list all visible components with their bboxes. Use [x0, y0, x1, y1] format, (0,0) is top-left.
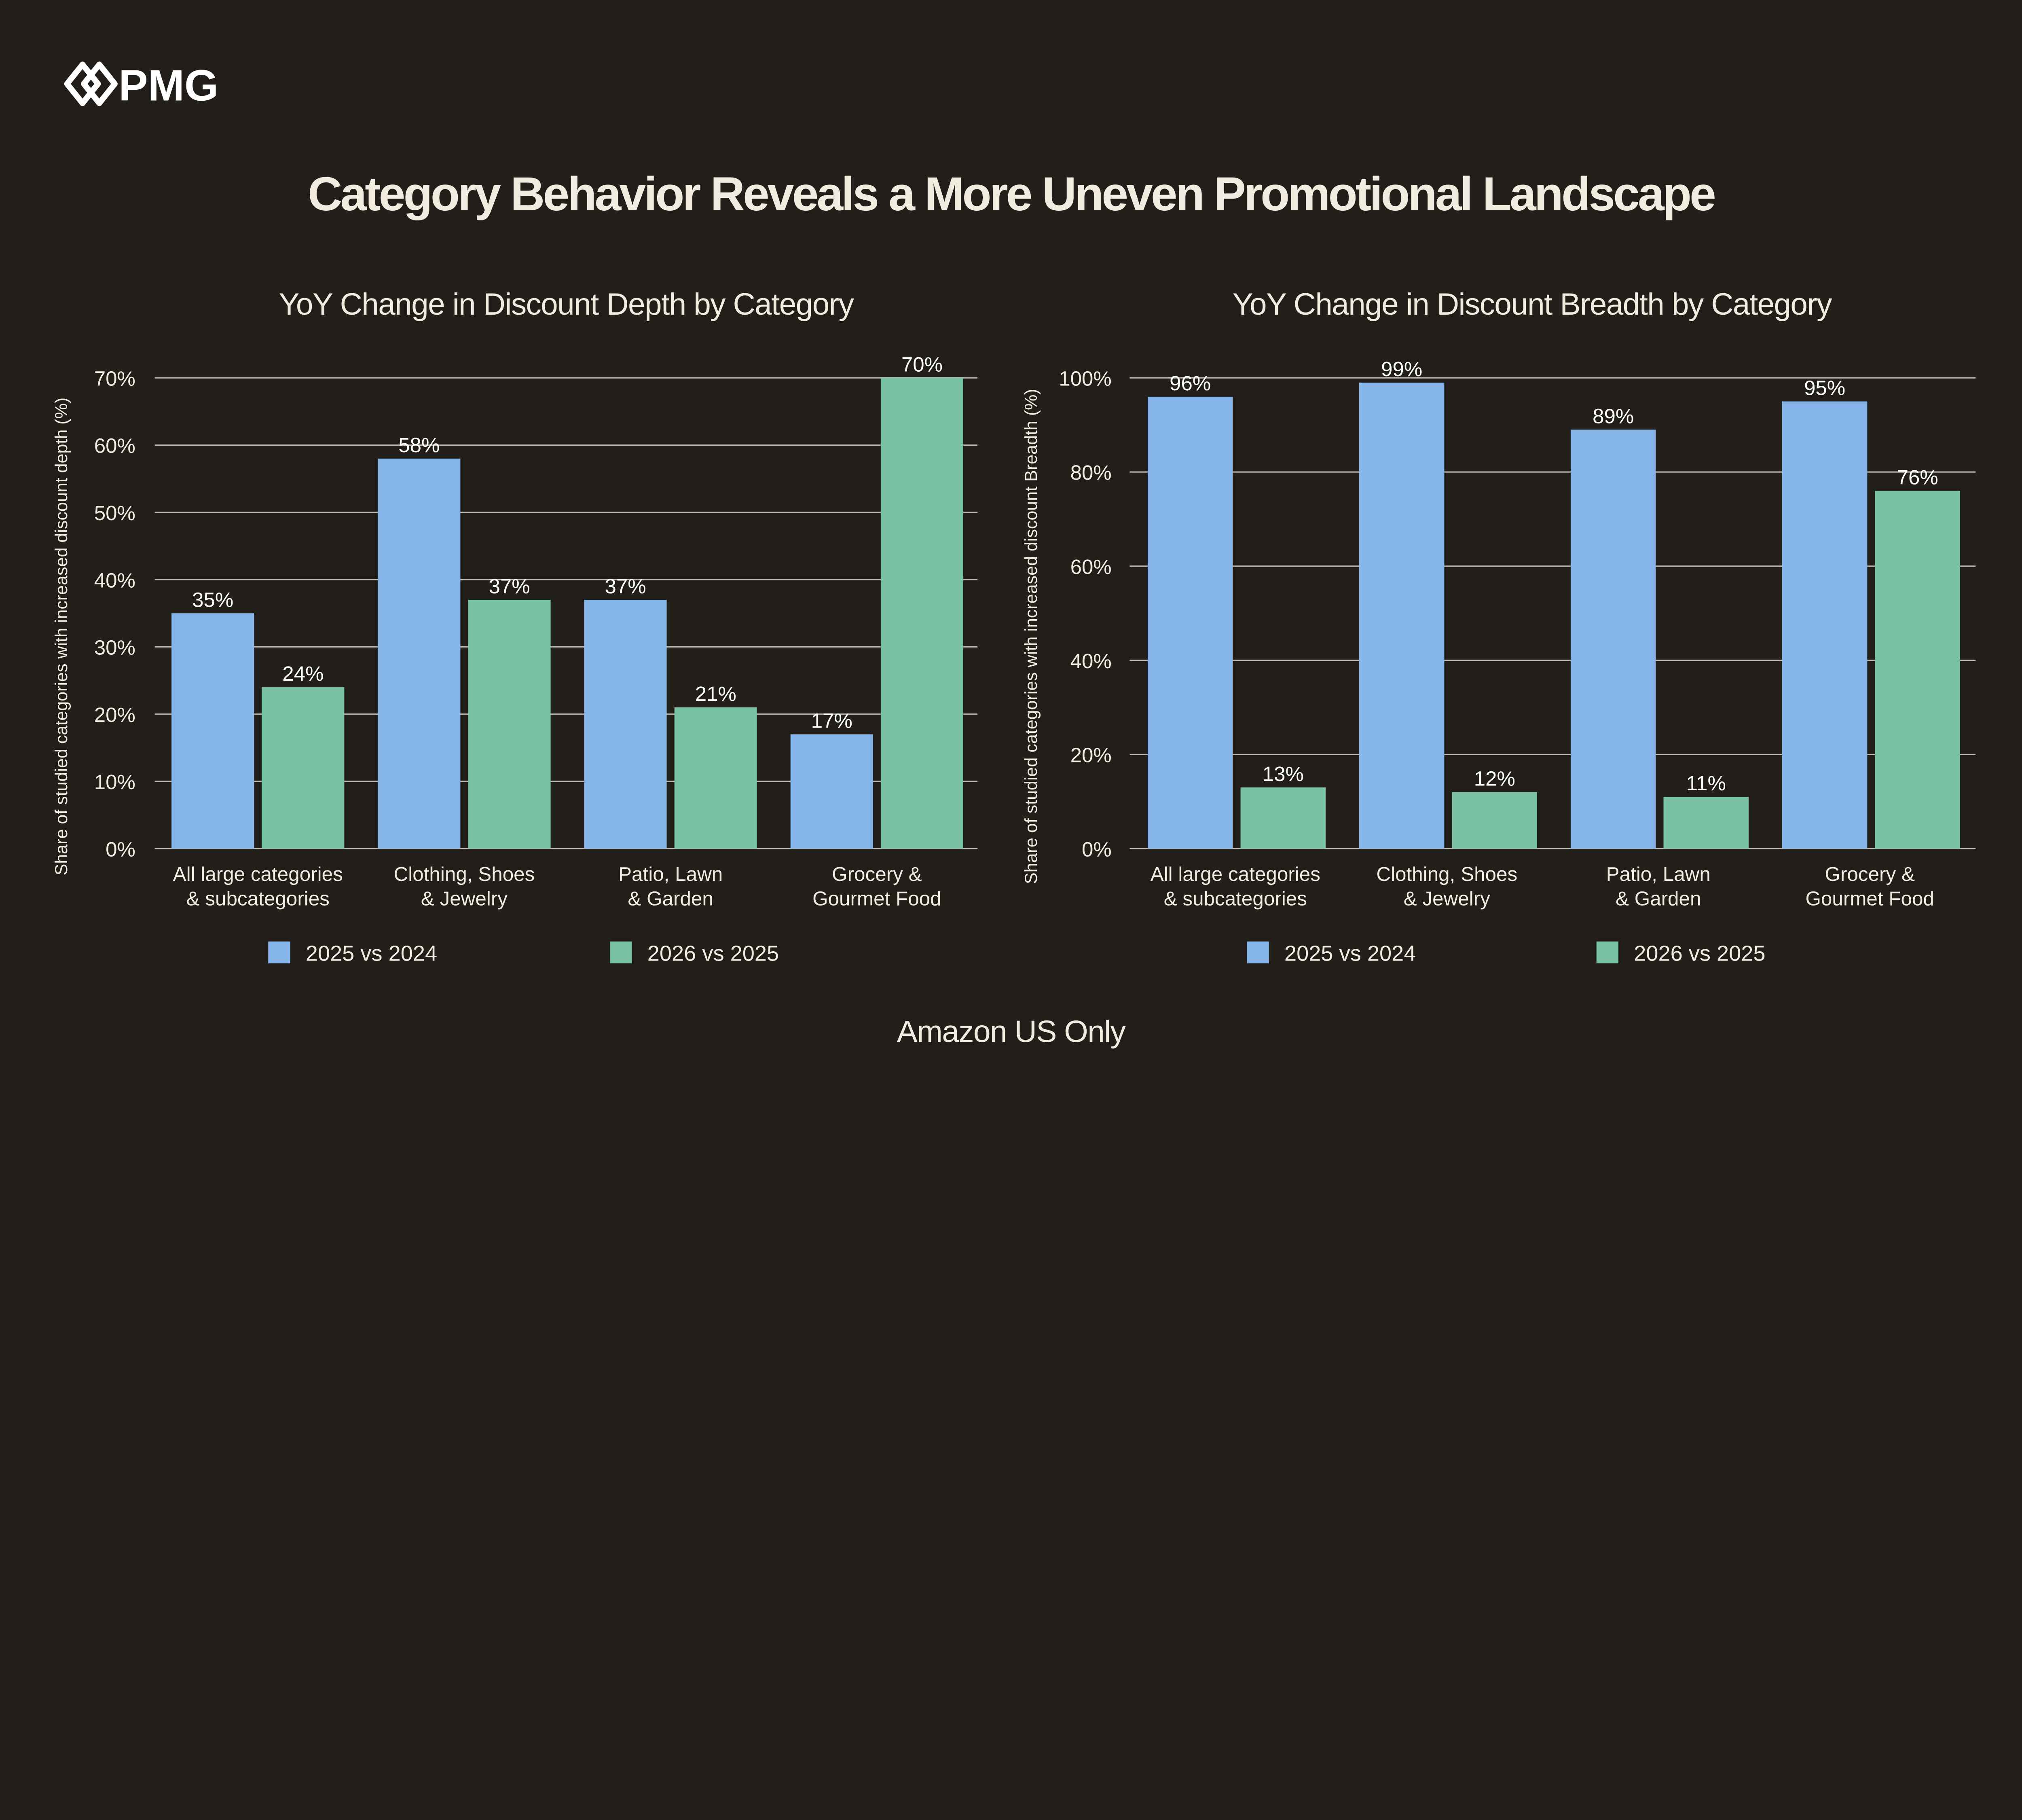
y-tick-label: 0%: [106, 838, 135, 861]
footer-note: Amazon US Only: [897, 1015, 1126, 1049]
data-label: 12%: [1474, 767, 1515, 790]
y-axis-label: Share of studied categories with increas…: [1022, 389, 1041, 884]
data-label: 17%: [811, 709, 852, 732]
y-tick-label: 50%: [94, 502, 135, 525]
bar: [1875, 491, 1960, 849]
data-label: 21%: [695, 682, 736, 705]
legend-swatch: [1596, 941, 1618, 964]
y-tick-label: 10%: [94, 770, 135, 794]
x-tick-label: Grocery &: [1825, 863, 1915, 885]
x-tick-label: All large categories: [1151, 863, 1320, 885]
bar: [171, 613, 254, 849]
data-label: 37%: [489, 575, 530, 598]
y-tick-label: 20%: [94, 703, 135, 726]
data-label: 76%: [1897, 466, 1938, 489]
x-tick-label: & Jewelry: [1404, 888, 1490, 910]
discount-depth-chart: YoY Change in Discount Depth by Category…: [52, 287, 978, 966]
y-tick-label: 0%: [1082, 838, 1112, 861]
y-tick-label: 30%: [94, 636, 135, 659]
x-tick-label: Gourmet Food: [1805, 888, 1934, 910]
bar: [584, 600, 667, 849]
chart-title: YoY Change in Discount Breadth by Catego…: [1233, 287, 1833, 322]
legend-label: 2026 vs 2025: [1634, 942, 1765, 966]
y-tick-label: 20%: [1070, 744, 1112, 767]
background: [0, 0, 2022, 1138]
bar: [1359, 382, 1445, 849]
legend-swatch: [610, 941, 632, 964]
y-tick-label: 80%: [1070, 461, 1112, 484]
data-label: 11%: [1686, 772, 1726, 795]
x-tick-label: & Garden: [1616, 888, 1701, 910]
x-tick-label: Patio, Lawn: [618, 863, 723, 885]
data-label: 70%: [901, 353, 943, 376]
bar: [1452, 792, 1538, 849]
bar: [1148, 396, 1233, 849]
bar: [1570, 430, 1656, 849]
bar: [1663, 797, 1749, 849]
logo-mark-icon: [64, 61, 118, 106]
x-tick-label: Clothing, Shoes: [1376, 863, 1517, 885]
bar: [880, 378, 964, 849]
x-tick-label: Clothing, Shoes: [394, 863, 535, 885]
y-tick-label: 40%: [94, 569, 135, 592]
y-tick-label: 60%: [1070, 555, 1112, 578]
y-tick-label: 70%: [94, 367, 135, 390]
y-tick-label: 60%: [94, 434, 135, 457]
bar: [790, 734, 873, 849]
x-tick-label: Patio, Lawn: [1606, 863, 1711, 885]
data-label: 96%: [1170, 372, 1211, 395]
y-axis-label: Share of studied categories with increas…: [52, 398, 71, 876]
bar: [1782, 401, 1868, 849]
page-title: Category Behavior Reveals a More Uneven …: [308, 167, 1715, 221]
legend-label: 2025 vs 2024: [306, 942, 437, 966]
chart-title: YoY Change in Discount Depth by Category: [279, 287, 854, 322]
bar: [468, 600, 551, 849]
y-tick-label: 100%: [1059, 367, 1111, 390]
bar: [378, 458, 461, 849]
data-label: 89%: [1593, 404, 1634, 427]
y-tick-label: 40%: [1070, 650, 1112, 673]
legend-swatch: [268, 941, 290, 964]
legend-label: 2025 vs 2024: [1284, 942, 1416, 966]
bar: [262, 687, 345, 849]
slide: PMG Category Behavior Reveals a More Une…: [0, 0, 2022, 1138]
data-label: 95%: [1804, 377, 1845, 400]
data-label: 37%: [605, 575, 646, 598]
legend-swatch: [1247, 941, 1269, 964]
x-tick-label: Grocery &: [832, 863, 922, 885]
pmg-logo: PMG: [64, 61, 218, 110]
data-label: 13%: [1263, 762, 1304, 785]
x-tick-label: & subcategories: [186, 888, 330, 910]
data-label: 35%: [192, 588, 233, 611]
data-label: 99%: [1381, 358, 1422, 381]
legend-label: 2026 vs 2025: [647, 942, 779, 966]
data-label: 24%: [282, 662, 324, 685]
logo-text: PMG: [118, 61, 218, 110]
x-tick-label: & Jewelry: [421, 888, 508, 910]
data-label: 58%: [398, 434, 440, 457]
x-tick-label: & subcategories: [1164, 888, 1307, 910]
x-tick-label: All large categories: [173, 863, 343, 885]
discount-breadth-chart: YoY Change in Discount Breadth by Catego…: [1022, 287, 1976, 966]
bar: [1240, 787, 1326, 849]
bar: [674, 707, 757, 849]
x-tick-label: & Garden: [628, 888, 713, 910]
x-tick-label: Gourmet Food: [812, 888, 941, 910]
